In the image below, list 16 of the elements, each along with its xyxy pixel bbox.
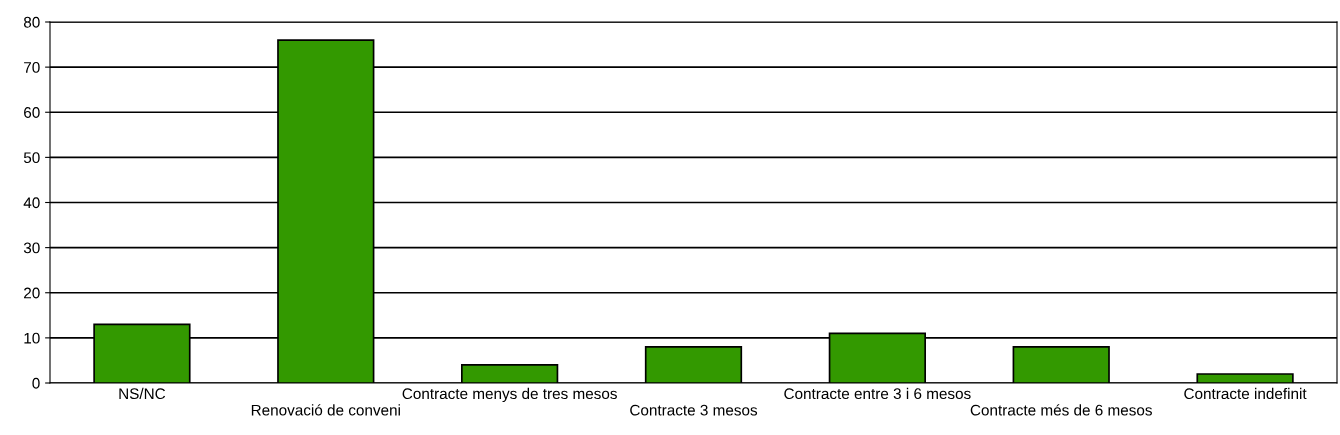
x-tick-label: Contracte 3 mesos [630, 404, 758, 416]
y-tick-label: 40 [23, 197, 40, 209]
y-tick-label: 10 [24, 332, 40, 344]
x-tick-label: Contracte entre 3 i 6 mesos [784, 387, 971, 400]
x-tick-label: Contracte més de 6 mesos [970, 404, 1152, 416]
y-tick-label: 80 [23, 16, 40, 28]
y-tick-label: 50 [23, 152, 40, 164]
y-tick-label: 0 [32, 377, 40, 389]
x-tick-label: Contracte menys de tres mesos [402, 387, 617, 403]
x-tick-label: NS/NC [119, 387, 166, 400]
y-tick-label: 30 [23, 242, 40, 254]
y-tick-label: 20 [24, 287, 40, 299]
x-tick-label: Contracte indefinit [1184, 387, 1307, 400]
x-tick-label: Renovació de conveni [251, 404, 400, 416]
y-tick-label: 60 [24, 107, 40, 118]
y-tick-label: 70 [24, 61, 40, 73]
